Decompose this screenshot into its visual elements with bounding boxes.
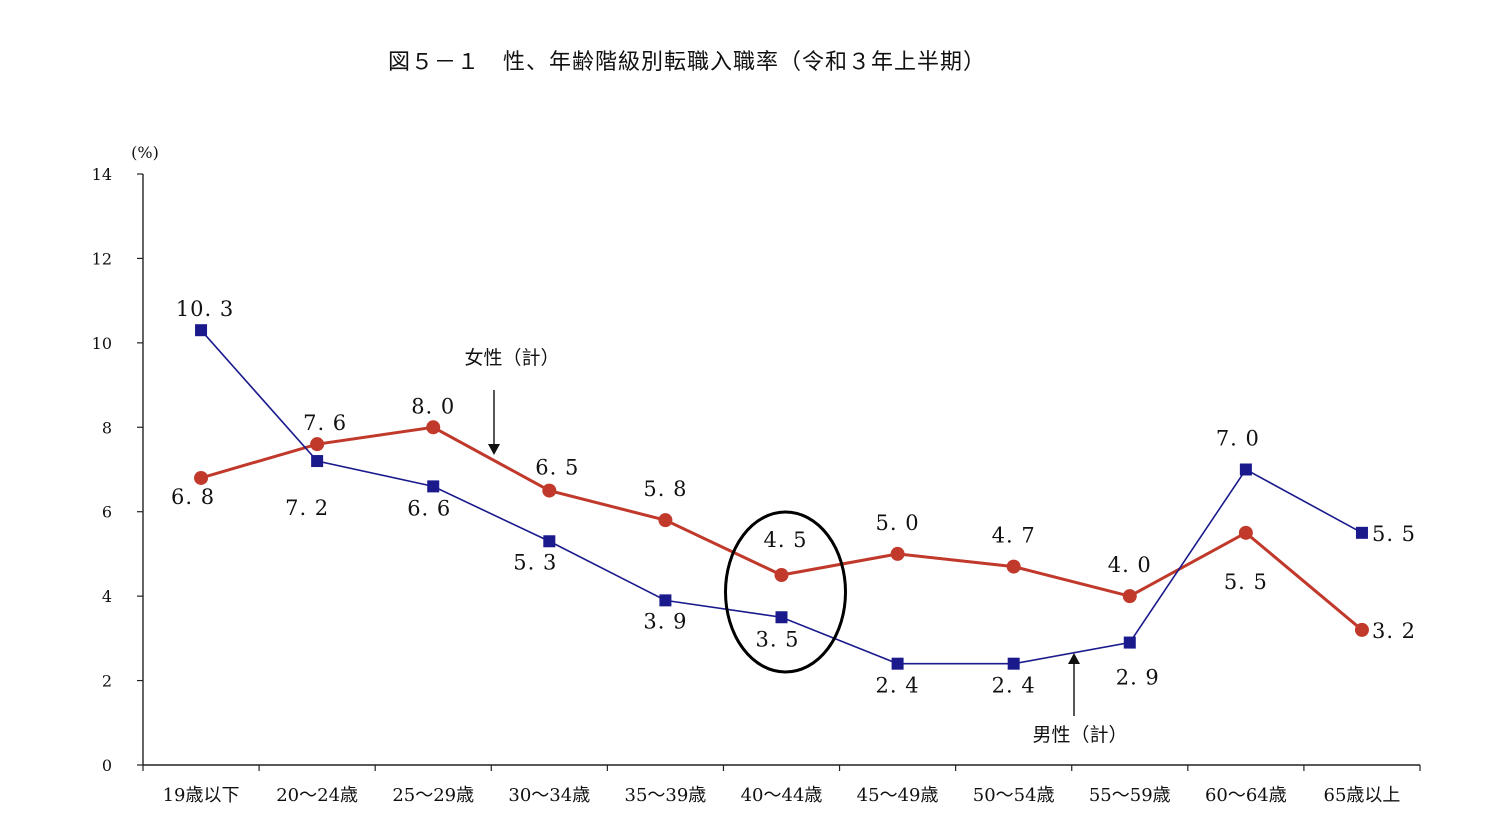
male-point <box>311 455 324 468</box>
male-series-label: 男性（計） <box>1032 724 1127 746</box>
male-point <box>1007 657 1020 670</box>
chart-title: 図５－１ 性、年齢階級別転職入職率（令和３年上半期） <box>387 50 986 75</box>
y-tick-label: 14 <box>92 165 112 184</box>
female-data-label: 4. 0 <box>1108 553 1152 577</box>
male-point <box>891 657 904 670</box>
x-tick-label: 35〜39歳 <box>625 785 707 806</box>
male-data-label: 3. 5 <box>755 627 799 651</box>
female-data-label: 6. 5 <box>535 456 579 480</box>
female-data-label: 5. 8 <box>643 477 687 501</box>
female-point <box>542 483 557 498</box>
male-data-label: 5. 3 <box>513 550 557 574</box>
male-data-label: 10. 3 <box>176 297 234 321</box>
female-point <box>1354 622 1369 637</box>
female-data-label: 8. 0 <box>411 394 455 418</box>
female-data-label: 6. 8 <box>171 485 215 509</box>
y-tick-label: 2 <box>102 672 112 691</box>
female-data-label: 5. 5 <box>1224 570 1268 594</box>
female-point <box>426 420 441 435</box>
y-unit-label: (%) <box>131 143 159 162</box>
y-tick-label: 0 <box>102 756 112 775</box>
male-data-label: 2. 4 <box>992 674 1036 698</box>
female-point <box>1238 525 1253 540</box>
male-data-label: 3. 9 <box>643 609 687 633</box>
x-tick-label: 60〜64歳 <box>1205 785 1287 806</box>
female-point <box>890 546 905 561</box>
y-tick-label: 10 <box>92 334 112 353</box>
female-data-label: 5. 0 <box>876 511 920 535</box>
male-data-label: 7. 0 <box>1216 427 1260 451</box>
male-point <box>195 324 208 337</box>
male-point <box>427 480 440 493</box>
male-data-label: 7. 2 <box>285 496 329 520</box>
male-point <box>543 535 556 548</box>
x-tick-label: 55〜59歳 <box>1089 785 1171 806</box>
female-point <box>1122 589 1137 604</box>
female-point <box>310 437 325 452</box>
female-point <box>194 470 209 485</box>
male-data-label: 6. 6 <box>407 496 451 520</box>
y-tick-label: 12 <box>92 249 112 268</box>
x-tick-label: 50〜54歳 <box>973 785 1055 806</box>
female-data-label: 4. 5 <box>763 528 807 552</box>
female-data-label: 3. 2 <box>1372 619 1416 643</box>
x-tick-label: 40〜44歳 <box>741 785 823 806</box>
female-point <box>1006 559 1021 574</box>
male-point <box>1239 463 1252 476</box>
male-point <box>1123 636 1136 649</box>
x-tick-label: 19歳以下 <box>163 785 240 806</box>
male-point <box>659 594 672 607</box>
female-data-label: 7. 6 <box>303 411 347 435</box>
female-series-label: 女性（計） <box>464 347 559 369</box>
x-tick-label: 45〜49歳 <box>857 785 939 806</box>
male-data-label: 2. 9 <box>1116 666 1160 690</box>
y-tick-label: 6 <box>102 503 112 522</box>
x-tick-label: 25〜29歳 <box>392 785 474 806</box>
female-point <box>774 568 789 583</box>
female-data-label: 4. 7 <box>992 524 1036 548</box>
male-data-label: 5. 5 <box>1372 522 1416 546</box>
female-point <box>658 513 673 528</box>
annotations: 女性（計） 男性（計） <box>464 347 1127 746</box>
highlight-ellipse <box>724 510 847 674</box>
male-point <box>1355 526 1368 539</box>
x-tick-label: 30〜34歳 <box>508 785 590 806</box>
x-tick-label: 20〜24歳 <box>276 785 358 806</box>
series-markers <box>194 324 1369 670</box>
axes: 0 2 4 6 8 10 12 14 (%) 19歳以下 20〜24歳 25〜29歳 30〜34歳 35〜… <box>92 143 1421 806</box>
male-arrow-head <box>1068 653 1080 664</box>
y-tick-label: 8 <box>102 418 112 437</box>
y-tick-label: 4 <box>102 587 112 606</box>
data-labels: 6. 8 7. 6 8. 0 6. 5 5. 8 4. 5 5. 0 4. 7 4. 0 5. 5… <box>171 297 1416 698</box>
female-arrow-head <box>488 444 500 455</box>
male-data-label: 2. 4 <box>876 674 920 698</box>
x-tick-label: 65歳以上 <box>1324 785 1401 806</box>
male-point <box>775 611 788 624</box>
